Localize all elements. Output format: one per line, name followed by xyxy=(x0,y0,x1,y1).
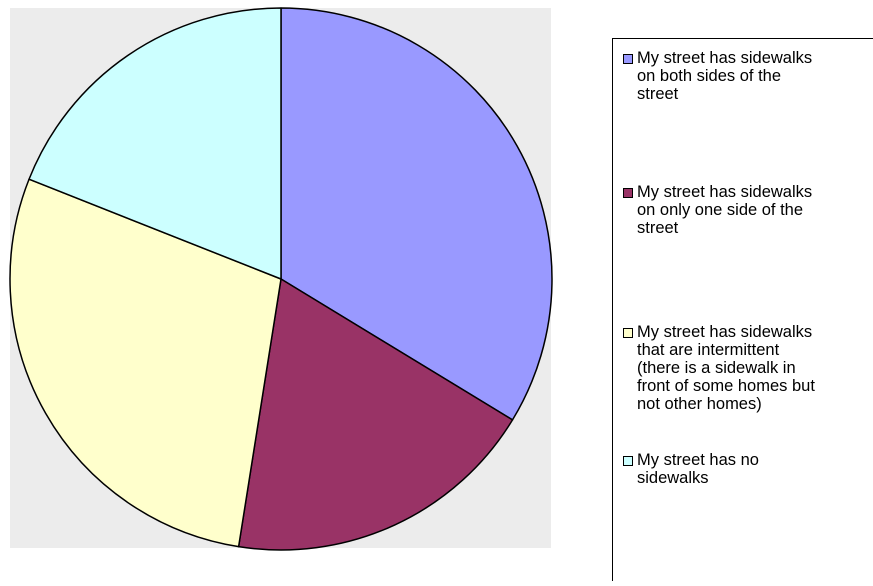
pie-slice-1 xyxy=(280,7,553,421)
legend-label: My street has sidewalks that are intermi… xyxy=(637,323,815,413)
legend-label: My street has no sidewalks xyxy=(637,451,759,487)
pie-slice-3 xyxy=(9,178,282,548)
legend: My street has sidewalks on both sides of… xyxy=(612,38,873,581)
legend-swatch xyxy=(623,54,633,64)
legend-label: My street has sidewalks on only one side… xyxy=(637,183,813,237)
legend-swatch xyxy=(623,188,633,198)
legend-swatch xyxy=(623,456,633,466)
legend-swatch xyxy=(623,328,633,338)
pie-slice-2 xyxy=(237,278,514,551)
pie-slice-4 xyxy=(28,7,282,280)
legend-label: My street has sidewalks on both sides of… xyxy=(637,49,813,103)
